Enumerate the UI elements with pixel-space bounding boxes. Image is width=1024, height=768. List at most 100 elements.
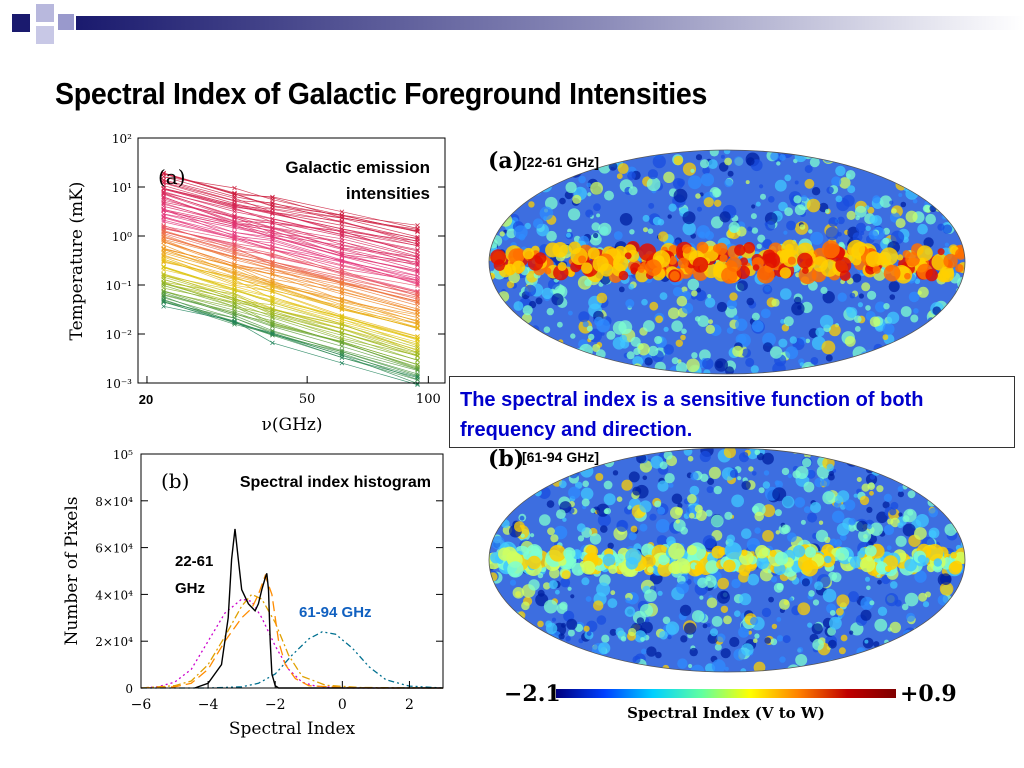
sky-map-b-noise (580, 659, 591, 670)
chart-a-marker (270, 272, 275, 277)
sky-map-b-noise (836, 594, 850, 608)
sky-map-b-noise (632, 655, 641, 664)
chart-b-xtick-label: −4 (198, 697, 219, 713)
sky-map-a-band (682, 244, 692, 254)
chart-b-annotation-6194: 61-94 GHz (299, 604, 372, 621)
sky-map-a-noise (549, 180, 554, 185)
sky-map-b-noise (803, 481, 815, 493)
sky-map-b-noise (537, 589, 545, 597)
sky-map-a-band (493, 259, 506, 271)
sky-map-a-noise (950, 334, 964, 349)
sky-map-a-noise (628, 186, 638, 196)
chart-a-marker (339, 220, 345, 225)
chart-a-marker (161, 219, 166, 225)
sky-map-a-noise (784, 174, 792, 182)
chart-a-marker (161, 202, 166, 207)
sky-map-b-noise (527, 637, 535, 645)
sky-map-a-band (734, 244, 746, 256)
sky-map-a-noise (726, 327, 734, 334)
sky-map-b-noise (705, 509, 713, 517)
sky-map-b-noise (517, 470, 530, 483)
sky-map-a-noise (864, 363, 871, 370)
sky-map-a-noise (696, 287, 702, 293)
sky-map-b-noise (582, 480, 589, 488)
sky-map-a-band (581, 262, 593, 274)
sky-map-a-noise (952, 173, 965, 187)
colorbar-title: Spectral Index (V to W) (627, 704, 825, 722)
sky-map-b-noise (549, 654, 559, 665)
chart-b-series-line (194, 528, 443, 689)
sky-map-a-noise (582, 150, 587, 154)
sky-map-b-noise (774, 480, 780, 486)
chart-a-marker (270, 220, 275, 226)
sky-map-b-noise (663, 450, 673, 460)
chart-a-marker (232, 270, 237, 276)
sky-map-b-noise (600, 525, 608, 533)
sky-map-b-noise (830, 448, 840, 457)
sky-map-a-band (904, 272, 911, 280)
sky-map-a-noise (508, 355, 517, 364)
sky-map-a-noise (945, 318, 956, 329)
sky-map-b-noise (641, 648, 647, 655)
chart-a-marker (415, 321, 420, 326)
sky-map-a-noise (723, 150, 731, 155)
sky-map-a-noise (715, 360, 724, 369)
sky-map-a-noise (935, 169, 950, 184)
sky-map-b-noise (849, 630, 854, 635)
sky-map-a-noise (898, 193, 903, 197)
sky-map-b-noise (776, 635, 784, 642)
sky-map-b-band (523, 551, 532, 560)
sky-map-b-noise (903, 637, 914, 648)
sky-map-a-noise (860, 231, 865, 236)
sky-map-a-noise (947, 205, 953, 211)
sky-map-b-noise (520, 533, 525, 538)
sky-map-b-noise (788, 597, 793, 602)
sky-map-b-noise (561, 622, 566, 628)
sky-map-a-noise (567, 357, 575, 365)
sky-map-a-noise (865, 354, 870, 359)
sky-map-b-band (711, 545, 725, 559)
sky-map-a-noise (708, 319, 713, 325)
sky-map-b-noise (493, 510, 502, 519)
sky-map-a-noise (735, 318, 748, 331)
sky-map-b-noise (720, 590, 729, 600)
chart-b-frame (140, 453, 444, 689)
sky-map-b-noise (938, 666, 948, 672)
chart-a-marker (415, 283, 420, 289)
chart-a-marker (415, 358, 420, 363)
sky-map-a-noise (942, 224, 953, 234)
sky-map-b-noise (500, 497, 515, 511)
sky-map-a-noise (826, 186, 834, 194)
sky-map-a-noise (917, 223, 928, 235)
sky-map-a-noise (593, 232, 599, 239)
sky-map-a-noise (878, 157, 884, 163)
sky-map-a-noise (854, 326, 861, 332)
sky-map-b-noise (754, 633, 760, 639)
sky-map-b-noise (810, 502, 822, 513)
chart-b-ytick-label: 4×10⁴ (95, 588, 133, 602)
chart-a-marker (161, 194, 166, 199)
chart-a-series-line (163, 292, 418, 375)
sky-map-a-noise (923, 237, 934, 248)
sky-map-a-noise (772, 362, 786, 374)
sky-map-a-noise (941, 353, 951, 364)
sky-map-b-noise (848, 591, 859, 603)
sky-map-b-noise (874, 618, 888, 632)
sky-map-a-noise (489, 361, 496, 369)
sky-map-b-noise (932, 462, 938, 468)
sky-map-a-noise (844, 336, 856, 347)
sky-map-a-noise (581, 364, 590, 374)
sky-map-b-noise (621, 479, 633, 491)
sky-map-b-noise (847, 523, 856, 532)
sky-map-a-noise (682, 211, 696, 225)
sky-map-a-band (557, 262, 567, 271)
sky-map-a-noise (724, 178, 733, 188)
sky-map-b-noise (505, 633, 517, 644)
sky-map-a-band (504, 263, 516, 276)
sky-map-a-noise (936, 199, 950, 213)
sky-map-a-noise (695, 193, 701, 199)
sky-map-b-noise (679, 604, 692, 617)
sky-map-b-noise (576, 523, 586, 533)
sky-map-a-noise (863, 153, 877, 166)
sky-map-a-noise (733, 156, 744, 166)
